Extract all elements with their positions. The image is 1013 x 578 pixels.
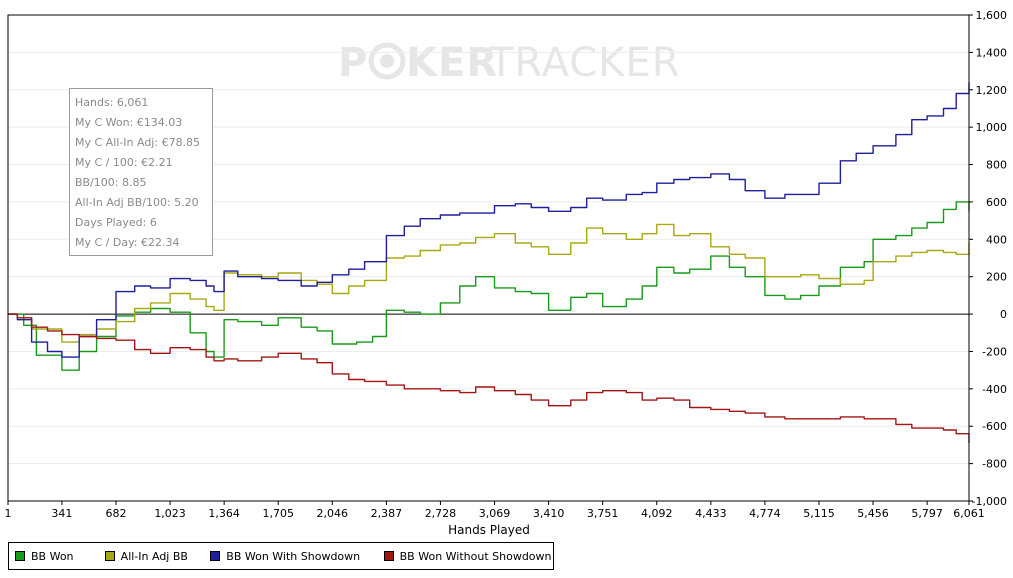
- legend-label: BB Won With Showdown: [226, 549, 361, 563]
- y-tick-label: -600: [982, 420, 1007, 433]
- y-tick-label: -800: [982, 458, 1007, 471]
- legend-swatch: [104, 551, 115, 561]
- y-tick-labels: -1,000 -800 -600 -400 -200 0 200 400 600 800 1,000…: [969, 9, 1007, 508]
- stat-days-played: Days Played: 6: [75, 216, 157, 229]
- y-tick-label: 0: [1000, 308, 1007, 321]
- series-line-2: [8, 82, 970, 358]
- watermark-text-c: TRACKER: [488, 40, 681, 86]
- x-tick-label: 1,364: [208, 507, 240, 520]
- chart: P KER TRACKER 1 341 682 1,023 1,364 1,705 2,04…: [5, 9, 1008, 537]
- legend-item-bb-won[interactable]: BB Won: [15, 550, 99, 563]
- legend: BB Won All-In Adj BB BB Won With Showdow…: [8, 542, 554, 570]
- legend-swatch: [210, 551, 221, 561]
- y-tick-label: 200: [986, 271, 1007, 284]
- poker-chip-icon: [368, 42, 406, 80]
- x-axis-title: Hands Played: [448, 523, 530, 537]
- stat-bb-100: BB/100: 8.85: [75, 176, 147, 189]
- y-tick-label: -400: [982, 383, 1007, 396]
- x-tick-label: 1: [5, 507, 12, 520]
- watermark-text-a: P: [338, 40, 368, 86]
- y-tick-label: 800: [986, 159, 1007, 172]
- x-tick-label: 1,705: [262, 507, 294, 520]
- series-line-1: [8, 223, 970, 343]
- legend-item-all-in-adj-bb[interactable]: All-In Adj BB: [104, 549, 205, 563]
- legend-swatch: [15, 551, 25, 561]
- x-tick-label: 3,410: [533, 507, 565, 520]
- legend-item-bb-won-with-showdown[interactable]: BB Won With Showdown: [210, 550, 377, 563]
- axes: [7, 14, 970, 502]
- legend-label: BB Won: [31, 549, 74, 563]
- x-tick-label: 682: [105, 507, 126, 520]
- y-tick-label: 400: [986, 233, 1007, 246]
- stat-hands: Hands: 6,061: [75, 96, 149, 109]
- y-tick-label: 1,000: [976, 121, 1008, 134]
- x-tick-label: 1,023: [154, 507, 186, 520]
- x-tick-label: 2,046: [317, 507, 349, 520]
- stat-allin-bb-100: All-In Adj BB/100: 5.20: [75, 196, 199, 209]
- stat-allin-adj: My C All-In Adj: €78.85: [75, 136, 201, 149]
- x-tick-label: 5,456: [857, 507, 889, 520]
- stat-per-100: My C / 100: €2.21: [75, 156, 173, 169]
- series-group: [8, 82, 970, 444]
- x-tick-label: 2,387: [371, 507, 403, 520]
- y-tick-label: -1,000: [972, 495, 1007, 508]
- stats-box: Hands: 6,061 My C Won: €134.03 My C All-…: [69, 88, 213, 256]
- stat-per-day: My C / Day: €22.34: [75, 236, 180, 249]
- stat-won: My C Won: €134.03: [75, 116, 183, 129]
- series-line-0: [8, 201, 970, 371]
- y-tick-label: -200: [982, 345, 1007, 358]
- legend-item-bb-won-without-showdown[interactable]: BB Won Without Showdown: [383, 549, 553, 563]
- x-tick-label: 5,797: [911, 507, 943, 520]
- legend-swatch: [383, 551, 394, 561]
- x-tick-label: 4,092: [641, 507, 673, 520]
- y-tick-label: 1,400: [976, 46, 1008, 59]
- x-tick-label: 4,433: [695, 507, 727, 520]
- x-tick-label: 3,069: [479, 507, 511, 520]
- legend-label: BB Won Without Showdown: [399, 549, 552, 563]
- x-tick-labels: 1 341 682 1,023 1,364 1,705 2,046 2,387 2,728 3,0…: [5, 501, 985, 520]
- x-tick-label: 6,061: [953, 507, 985, 520]
- x-tick-label: 5,115: [803, 507, 835, 520]
- y-tick-label: 600: [986, 196, 1007, 209]
- y-tick-label: 1,200: [976, 84, 1008, 97]
- legend-label: All-In Adj BB: [120, 549, 188, 563]
- watermark-text-b: KER: [406, 40, 498, 86]
- x-tick-label: 341: [51, 507, 72, 520]
- y-tick-label: 1,600: [976, 9, 1008, 22]
- x-tick-label: 2,728: [425, 507, 457, 520]
- pokertracker-watermark: P KER TRACKER: [338, 40, 681, 86]
- x-tick-label: 3,751: [587, 507, 619, 520]
- plot-border: [7, 14, 970, 502]
- series-line-3: [8, 313, 970, 444]
- x-tick-label: 4,774: [749, 507, 781, 520]
